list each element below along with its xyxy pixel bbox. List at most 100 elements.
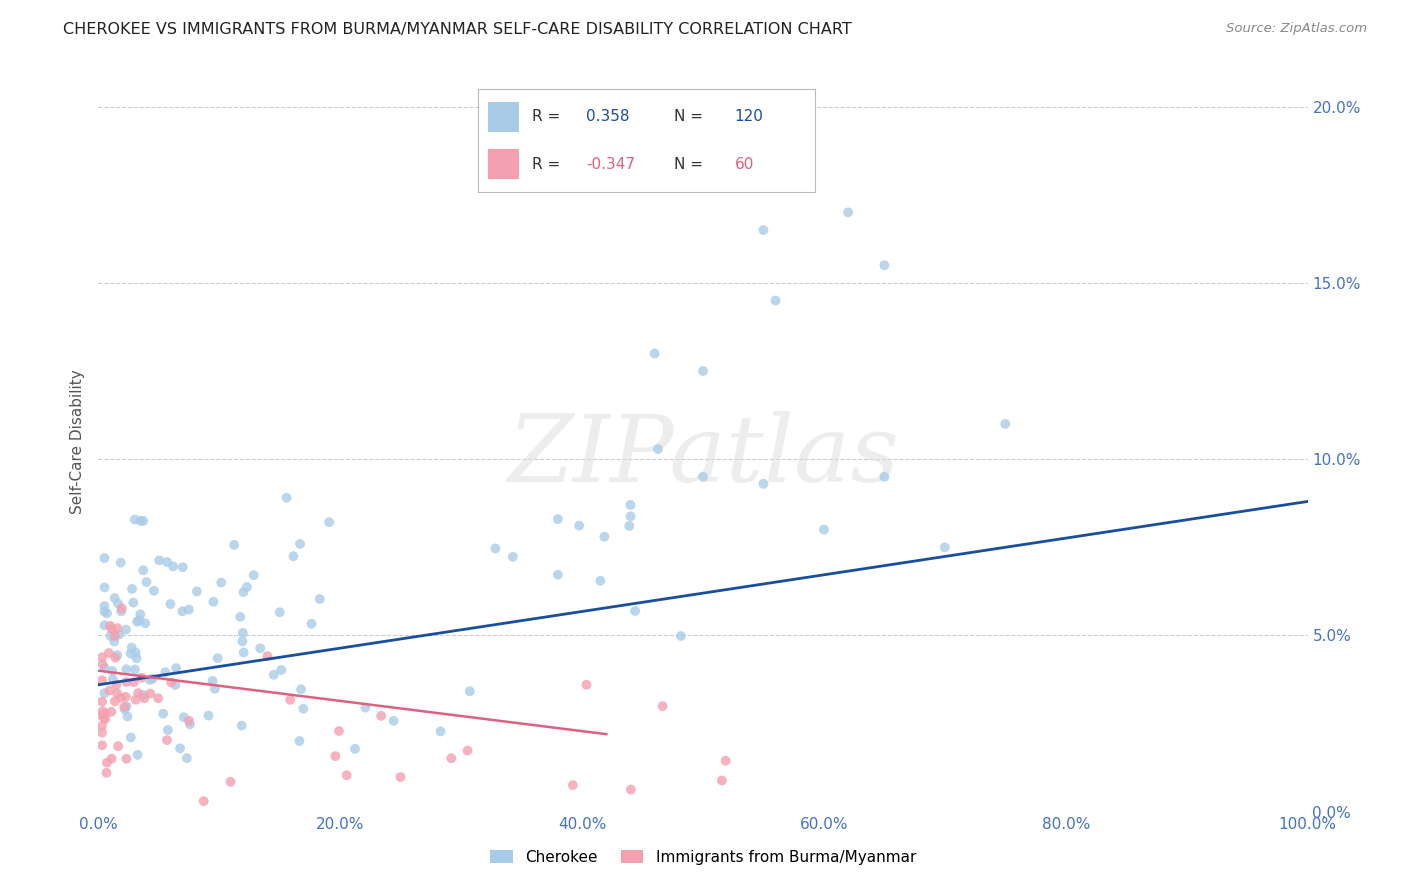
- Point: [547, 567, 569, 582]
- Point: [169, 741, 191, 756]
- Point: [114, 702, 136, 716]
- Point: [370, 709, 392, 723]
- Point: [343, 741, 366, 756]
- Point: [115, 752, 138, 766]
- Point: [115, 675, 138, 690]
- Point: [292, 702, 315, 716]
- Point: [129, 514, 152, 528]
- Point: [837, 205, 859, 219]
- Text: Source: ZipAtlas.com: Source: ZipAtlas.com: [1226, 22, 1367, 36]
- Text: 120: 120: [734, 110, 763, 124]
- Point: [152, 706, 174, 721]
- Point: [93, 581, 115, 595]
- Point: [692, 364, 714, 378]
- Point: [91, 650, 114, 665]
- Point: [93, 618, 115, 632]
- Point: [232, 626, 254, 640]
- Point: [155, 665, 177, 680]
- Point: [202, 595, 225, 609]
- Point: [165, 661, 187, 675]
- Point: [108, 627, 131, 641]
- Point: [669, 629, 692, 643]
- Point: [589, 574, 612, 588]
- Point: [270, 663, 292, 677]
- Point: [96, 756, 118, 770]
- Point: [100, 751, 122, 765]
- Point: [96, 607, 118, 621]
- Point: [336, 768, 359, 782]
- Point: [91, 739, 114, 753]
- Point: [98, 618, 121, 632]
- Point: [231, 634, 253, 648]
- Point: [139, 673, 162, 687]
- Point: [125, 692, 148, 706]
- Point: [714, 754, 737, 768]
- Point: [121, 640, 143, 655]
- Point: [91, 719, 114, 733]
- Point: [644, 346, 666, 360]
- Point: [290, 682, 312, 697]
- Point: [134, 691, 156, 706]
- Point: [93, 711, 115, 725]
- Point: [104, 694, 127, 708]
- Point: [458, 684, 481, 698]
- Point: [389, 770, 412, 784]
- Point: [249, 641, 271, 656]
- Point: [91, 695, 114, 709]
- Point: [308, 592, 330, 607]
- Point: [93, 599, 115, 613]
- Point: [994, 417, 1017, 431]
- Point: [325, 749, 347, 764]
- Point: [242, 568, 264, 582]
- Point: [91, 704, 114, 718]
- Point: [103, 634, 125, 648]
- Point: [288, 537, 311, 551]
- Point: [561, 778, 583, 792]
- Point: [127, 686, 149, 700]
- Point: [593, 530, 616, 544]
- Point: [110, 604, 132, 618]
- Point: [620, 509, 643, 524]
- Text: R =: R =: [531, 110, 560, 124]
- Point: [100, 622, 122, 636]
- Point: [134, 616, 156, 631]
- Point: [94, 712, 117, 726]
- Point: [101, 673, 124, 687]
- Point: [440, 751, 463, 765]
- Point: [93, 660, 115, 674]
- Point: [236, 580, 259, 594]
- Point: [100, 705, 122, 719]
- Point: [765, 293, 787, 308]
- Point: [91, 725, 114, 739]
- Text: ZIPatlas: ZIPatlas: [508, 411, 898, 501]
- Point: [128, 613, 150, 627]
- Point: [97, 646, 120, 660]
- Point: [710, 773, 733, 788]
- Point: [165, 678, 187, 692]
- Point: [124, 663, 146, 677]
- Point: [122, 675, 145, 690]
- Point: [110, 690, 132, 705]
- Point: [120, 647, 142, 661]
- Point: [752, 223, 775, 237]
- Point: [301, 616, 323, 631]
- Point: [276, 491, 298, 505]
- Point: [132, 514, 155, 528]
- Point: [139, 687, 162, 701]
- Point: [328, 724, 350, 739]
- Point: [148, 553, 170, 567]
- Point: [354, 700, 377, 714]
- Point: [229, 610, 252, 624]
- Y-axis label: Self-Care Disability: Self-Care Disability: [70, 369, 86, 514]
- Point: [104, 629, 127, 643]
- Point: [104, 591, 127, 605]
- Point: [204, 681, 226, 696]
- Point: [160, 675, 183, 690]
- Point: [456, 743, 478, 757]
- Point: [575, 678, 598, 692]
- Point: [98, 683, 121, 698]
- Point: [107, 739, 129, 753]
- Point: [124, 645, 146, 659]
- Point: [620, 782, 643, 797]
- Point: [115, 699, 138, 714]
